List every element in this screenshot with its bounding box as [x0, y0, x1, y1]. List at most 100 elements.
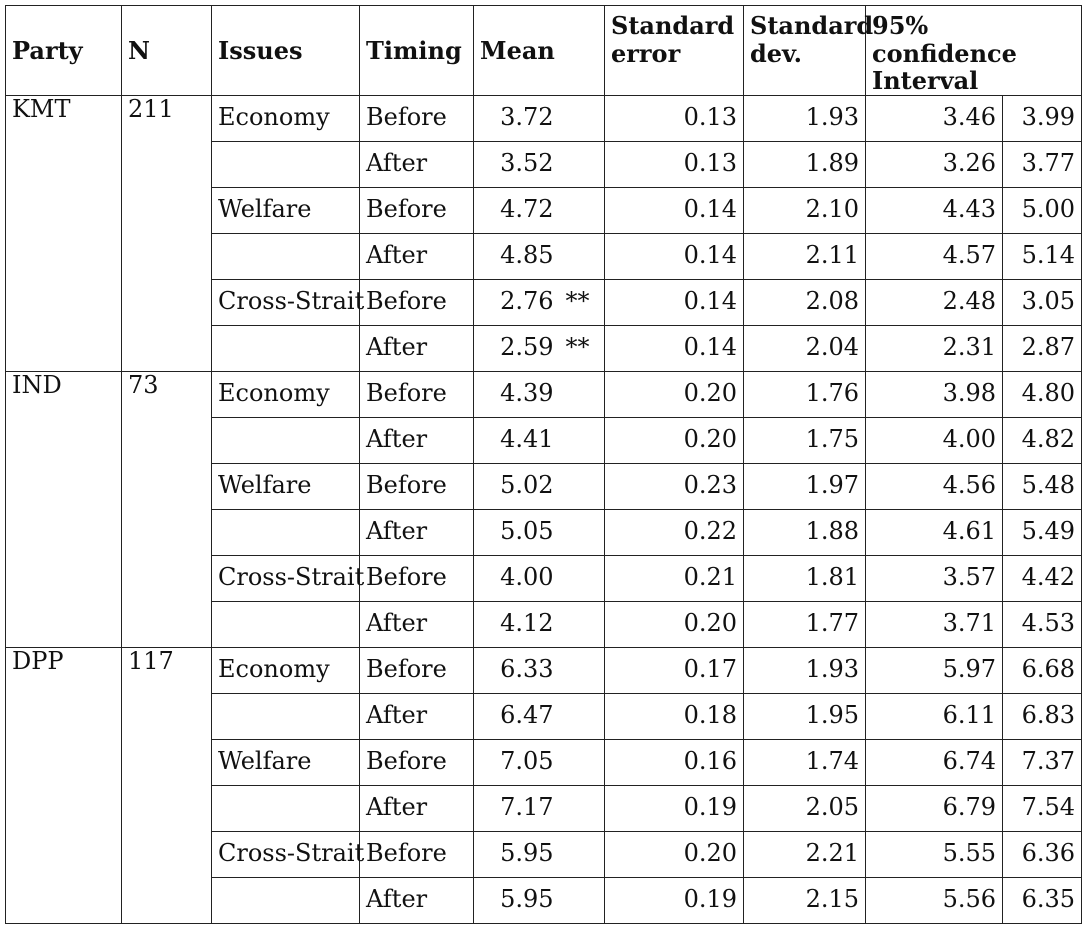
- mean-cell: 2.76: [473, 278, 560, 326]
- ci-low-cell: 4.00: [865, 416, 1003, 464]
- mean-cell: 4.72: [473, 186, 560, 234]
- issue-cell: [211, 416, 360, 464]
- mean-cell: 5.02: [473, 462, 560, 510]
- timing-cell: Before: [359, 830, 474, 878]
- significance-marker: [559, 232, 605, 280]
- significance-marker: [559, 600, 605, 648]
- mean-cell: 7.17: [473, 784, 560, 832]
- mean-cell: 7.05: [473, 738, 560, 786]
- timing-cell: After: [359, 600, 474, 648]
- issue-cell: [211, 140, 360, 188]
- significance-marker: [559, 462, 605, 510]
- timing-cell: Before: [359, 186, 474, 234]
- ci-high-cell: 5.48: [1001, 462, 1083, 510]
- n-cell: 211: [121, 94, 212, 372]
- ci-low-cell: 3.98: [865, 370, 1003, 418]
- mean-cell: 4.41: [473, 416, 560, 464]
- mean-cell: 4.39: [473, 370, 560, 418]
- standard-error-cell: 0.14: [604, 186, 744, 234]
- issue-cell: Welfare: [211, 186, 360, 234]
- mean-cell: 5.95: [473, 876, 560, 924]
- standard-error-cell: 0.20: [604, 830, 744, 878]
- significance-marker: [559, 554, 605, 602]
- table-row: After 4.12 0.20 1.77 3.71 4.53: [6, 600, 1083, 648]
- table-row: IND 73 Economy Before 4.39 0.20 1.76 3.98 4.80: [5, 370, 1083, 648]
- standard-dev-cell: 1.81: [743, 554, 866, 602]
- standard-error-cell: 0.20: [604, 416, 744, 464]
- standard-dev-cell: 1.95: [743, 692, 866, 740]
- n-cell: 73: [121, 370, 212, 648]
- issue-cell: Welfare: [211, 738, 360, 786]
- header-standard-error: Standard error: [604, 5, 744, 96]
- results-table: Party N Issues Timing Mean Standard erro…: [5, 5, 1083, 924]
- significance-marker: [559, 738, 605, 786]
- header-confidence-interval: 95% confidence Interval: [864, 5, 1083, 96]
- standard-dev-cell: 1.74: [743, 738, 866, 786]
- ci-high-cell: 6.35: [1001, 876, 1083, 924]
- mean-cell: 4.12: [473, 600, 560, 648]
- header-timing: Timing: [359, 5, 474, 96]
- header-standard-dev: Standard dev.: [743, 5, 873, 96]
- timing-cell: Before: [359, 462, 474, 510]
- party-cell: KMT: [5, 94, 122, 372]
- issue-cell: [211, 232, 360, 280]
- standard-error-cell: 0.20: [604, 370, 744, 418]
- ci-high-cell: 3.05: [1001, 278, 1083, 326]
- timing-cell: Before: [359, 738, 474, 786]
- standard-dev-cell: 1.93: [743, 646, 866, 694]
- header-party: Party: [5, 5, 122, 96]
- ci-high-cell: 7.37: [1001, 738, 1083, 786]
- ci-low-cell: 2.31: [865, 324, 1003, 372]
- standard-error-cell: 0.21: [604, 554, 744, 602]
- ci-high-cell: 7.54: [1001, 784, 1083, 832]
- significance-marker: [559, 94, 605, 142]
- significance-marker: **: [559, 324, 605, 372]
- issue-cell: Cross-Strait: [211, 830, 364, 878]
- standard-dev-cell: 2.10: [743, 186, 866, 234]
- significance-marker: [559, 646, 605, 694]
- issue-cell: [211, 600, 360, 648]
- significance-marker: [559, 140, 605, 188]
- ci-low-cell: 4.43: [865, 186, 1003, 234]
- timing-cell: Before: [359, 94, 474, 142]
- ci-low-cell: 5.55: [865, 830, 1003, 878]
- standard-dev-cell: 2.05: [743, 784, 866, 832]
- ci-high-cell: 3.77: [1001, 140, 1083, 188]
- ci-high-cell: 5.14: [1001, 232, 1083, 280]
- mean-cell: 2.59: [473, 324, 560, 372]
- ci-low-cell: 2.48: [865, 278, 1003, 326]
- n-cell: 117: [121, 646, 212, 924]
- issue-cell: Economy: [211, 370, 360, 418]
- mean-cell: 6.33: [473, 646, 560, 694]
- standard-error-cell: 0.18: [604, 692, 744, 740]
- mean-cell: 3.52: [473, 140, 560, 188]
- ci-low-cell: 6.79: [865, 784, 1003, 832]
- timing-cell: Before: [359, 554, 474, 602]
- timing-cell: Before: [359, 370, 474, 418]
- table-header: Party N Issues Timing Mean Standard erro…: [5, 5, 1083, 96]
- significance-marker: **: [559, 278, 605, 326]
- significance-marker: [559, 186, 605, 234]
- standard-dev-cell: 2.04: [743, 324, 866, 372]
- table-row: After 6.47 0.18 1.95 6.11 6.83: [6, 692, 1083, 740]
- standard-error-cell: 0.13: [604, 140, 744, 188]
- ci-high-cell: 6.36: [1001, 830, 1083, 878]
- timing-cell: Before: [359, 646, 474, 694]
- mean-cell: 4.00: [473, 554, 560, 602]
- timing-cell: After: [359, 140, 474, 188]
- standard-dev-cell: 2.11: [743, 232, 866, 280]
- ci-low-cell: 4.56: [865, 462, 1003, 510]
- significance-marker: [559, 876, 605, 924]
- timing-cell: After: [359, 692, 474, 740]
- table-row: Welfare Before 5.02 0.23 1.97 4.56 5.48: [6, 462, 1083, 510]
- issue-cell: [211, 324, 360, 372]
- standard-error-cell: 0.14: [604, 278, 744, 326]
- standard-error-cell: 0.14: [604, 232, 744, 280]
- significance-marker: [559, 692, 605, 740]
- standard-error-cell: 0.16: [604, 738, 744, 786]
- issue-cell: Economy: [211, 646, 360, 694]
- table-row: Cross-Strait Before 2.76 ** 0.14 2.08 2.48 3.05: [6, 278, 1083, 326]
- party-cell: DPP: [5, 646, 122, 924]
- table-row: After 2.59 ** 0.14 2.04 2.31 2.87: [6, 324, 1083, 372]
- standard-dev-cell: 1.88: [743, 508, 866, 556]
